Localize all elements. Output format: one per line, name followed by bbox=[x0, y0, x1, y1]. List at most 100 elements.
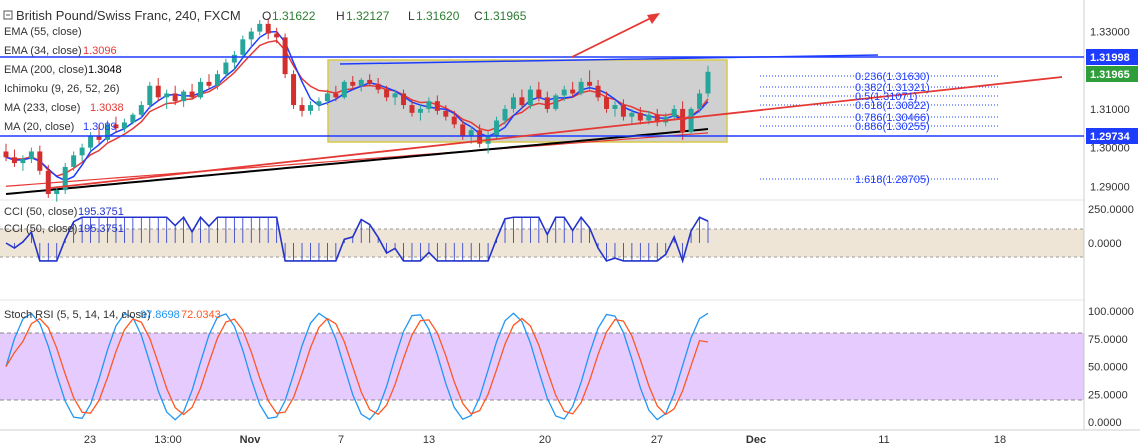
channel-top-line bbox=[339, 54, 879, 65]
price-tick: 1.30000 bbox=[1090, 143, 1130, 155]
candle-body bbox=[494, 120, 500, 136]
cci-tick: 0.0000 bbox=[1088, 238, 1122, 250]
candle-body bbox=[561, 89, 567, 96]
candle-body bbox=[646, 114, 652, 121]
time-tick: 11 bbox=[878, 434, 889, 446]
candle-body bbox=[460, 124, 466, 136]
candle-body bbox=[20, 159, 26, 164]
open-value: 1.31622 bbox=[272, 9, 316, 23]
fib-label: 0.382(1.31321) bbox=[855, 82, 930, 94]
candle-body bbox=[54, 190, 60, 194]
candle-body bbox=[367, 79, 373, 84]
stoch-k-line bbox=[5, 312, 709, 421]
candle-body bbox=[544, 97, 550, 109]
candle-body bbox=[502, 108, 508, 121]
price-tick: 1.33000 bbox=[1090, 27, 1130, 39]
candle-body bbox=[214, 74, 220, 86]
candle-body bbox=[240, 39, 246, 55]
candle-body bbox=[274, 33, 280, 38]
price-tag bbox=[1086, 128, 1138, 144]
low-value: 1.31620 bbox=[416, 9, 460, 23]
candle-body bbox=[629, 112, 635, 117]
stoch-tick: 75.0000 bbox=[1088, 334, 1128, 346]
time-tick: Dec bbox=[746, 434, 766, 446]
stoch-k-value: 97.8698 bbox=[140, 309, 180, 321]
cci-value-2: 195.3751 bbox=[78, 223, 124, 235]
fib-label: 0.786(1.30466) bbox=[855, 112, 930, 124]
candle-body bbox=[688, 108, 694, 133]
price-tick: 1.29000 bbox=[1090, 181, 1130, 193]
candle-body bbox=[358, 79, 364, 86]
candle-body bbox=[299, 105, 305, 111]
price-tag-label: 1.29734 bbox=[1090, 131, 1131, 143]
candle-body bbox=[28, 151, 34, 160]
candle-body bbox=[375, 83, 381, 90]
collapse-icon[interactable] bbox=[3, 10, 13, 20]
cci-line bbox=[5, 215, 709, 264]
high-label: H bbox=[336, 9, 345, 23]
cci-band bbox=[0, 229, 1084, 257]
candle-body bbox=[409, 105, 415, 113]
stoch-axis: 100.0000 75.0000 50.0000 25.0000 0.0000 bbox=[1088, 306, 1134, 429]
candle-body bbox=[620, 105, 626, 117]
fib-labels: 0.236(1.31630)0.382(1.31321)0.5(1.31071)… bbox=[855, 71, 930, 186]
candle-body bbox=[291, 74, 297, 106]
fib-label: 0.618(1.30822) bbox=[855, 100, 930, 112]
candle-body bbox=[265, 23, 271, 34]
price-tag bbox=[1086, 66, 1138, 82]
breakout-arrow-head bbox=[647, 13, 660, 24]
candle-body bbox=[37, 151, 43, 171]
stoch-tick: 0.0000 bbox=[1088, 417, 1122, 429]
candle-body bbox=[477, 130, 483, 144]
legend-value: 1.3089 bbox=[83, 121, 117, 133]
legend-label: EMA (55, close) bbox=[4, 26, 82, 38]
candle-body bbox=[595, 85, 601, 98]
candle-body bbox=[282, 37, 288, 75]
candle-body bbox=[451, 116, 457, 125]
legend-label: EMA (200, close) bbox=[4, 64, 88, 76]
candle-body bbox=[637, 112, 643, 121]
time-tick: 23 bbox=[84, 434, 96, 446]
candle-body bbox=[553, 95, 559, 109]
high-value: 1.32127 bbox=[346, 9, 390, 23]
ema-200-line bbox=[5, 128, 709, 195]
cci-label-1: CCI (50, close) bbox=[4, 206, 77, 218]
candle-body bbox=[79, 147, 85, 156]
candle-body bbox=[189, 91, 195, 98]
candle-body bbox=[434, 101, 440, 111]
stoch-d-value: 72.0343 bbox=[181, 309, 221, 321]
candle-body bbox=[181, 91, 187, 102]
cci-value-1: 195.3751 bbox=[78, 206, 124, 218]
stoch-plot bbox=[5, 312, 709, 421]
cci-tick: 250.0000 bbox=[1088, 204, 1134, 216]
legend-value: 1.3038 bbox=[90, 102, 124, 114]
candle-body bbox=[587, 81, 593, 86]
candle-body bbox=[147, 85, 153, 106]
candle-body bbox=[341, 81, 347, 98]
candle-body bbox=[104, 124, 110, 140]
candle-body bbox=[307, 105, 313, 111]
candle-body bbox=[333, 93, 339, 98]
open-label: O bbox=[262, 9, 271, 23]
trend-line bbox=[49, 76, 1063, 189]
time-tick: 7 bbox=[338, 434, 344, 446]
candle-body bbox=[510, 97, 516, 109]
price-tag bbox=[1086, 49, 1138, 65]
candle-body bbox=[130, 114, 136, 123]
candle-body bbox=[671, 108, 677, 117]
candle-body bbox=[519, 97, 525, 106]
candle-body bbox=[578, 81, 584, 94]
candle-body bbox=[392, 93, 398, 98]
candle-body bbox=[172, 93, 178, 102]
moving-averages bbox=[5, 30, 709, 195]
candle-body bbox=[11, 157, 17, 164]
stoch-band bbox=[0, 333, 1084, 400]
fib-label: 0.5(1.31071) bbox=[855, 91, 917, 103]
price-tick: 1.31000 bbox=[1090, 104, 1130, 116]
price-tag-label: 1.31965 bbox=[1090, 69, 1130, 81]
ma-20-line bbox=[5, 30, 709, 182]
stoch-d-line bbox=[5, 317, 709, 416]
fib-label: 1.618(1.28705) bbox=[855, 174, 930, 186]
candle-body bbox=[612, 105, 618, 109]
